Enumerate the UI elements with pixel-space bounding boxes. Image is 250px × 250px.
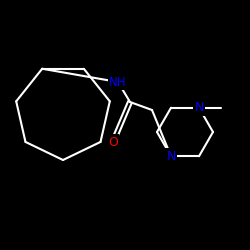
Text: N: N [194, 101, 204, 114]
Text: NH: NH [109, 76, 127, 88]
Text: N: N [166, 150, 176, 163]
Text: O: O [108, 136, 118, 148]
